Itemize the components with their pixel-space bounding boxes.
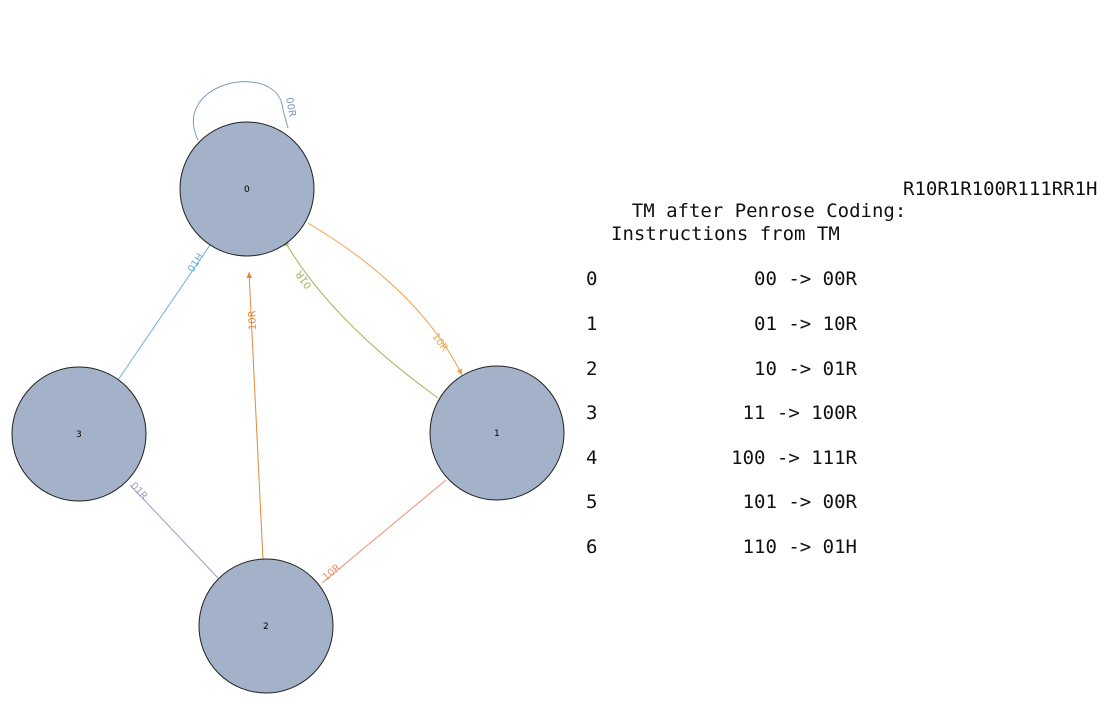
edge-0-1	[307, 222, 463, 376]
node-label-1: 1	[494, 429, 500, 439]
edge-label-1-0: 01R	[294, 268, 314, 290]
node-3[interactable]: 3	[11, 366, 147, 502]
instruction-rule: 00 -> 00R	[754, 268, 857, 290]
instruction-index: 5	[586, 491, 598, 513]
edge-3-0	[117, 244, 211, 381]
instruction-rule: 11 -> 100R	[742, 402, 857, 424]
penrose-coding-value: R10R1R100R111RR1H	[903, 178, 1098, 200]
node-1[interactable]: 1	[429, 365, 565, 501]
node-0[interactable]: 0	[179, 121, 315, 257]
penrose-coding-label: TM after Penrose Coding:	[631, 200, 907, 222]
instruction-row: 5 101 -> 00R	[586, 491, 886, 515]
instruction-index: 4	[586, 447, 598, 469]
state-graph: 00R 10R 01R 10R 10R 01R 01H 0 1 2 3	[11, 81, 565, 694]
instruction-row: 0 00 -> 00R	[586, 268, 886, 292]
edge-label-2-0: 10R	[247, 310, 259, 330]
node-2[interactable]: 2	[198, 558, 334, 694]
instruction-index: 0	[586, 268, 598, 290]
instruction-rule: 100 -> 111R	[731, 447, 857, 469]
node-label-3: 3	[76, 430, 82, 440]
instruction-rule: 101 -> 00R	[742, 491, 857, 513]
instruction-row: 4 100 -> 111R	[586, 447, 886, 471]
edge-2-0	[246, 271, 264, 561]
instruction-rule: 110 -> 01H	[742, 536, 857, 558]
edge-2-3	[129, 484, 219, 579]
edge-label-0-0: 00R	[283, 97, 297, 118]
instruction-row: 2 10 -> 01R	[586, 358, 886, 382]
instruction-rule: 01 -> 10R	[754, 313, 857, 335]
penrose-coding-line: TM after Penrose Coding: R10R1R100R111RR…	[586, 178, 1098, 266]
edge-label-2-3: 01R	[128, 481, 149, 503]
instruction-index: 1	[586, 313, 598, 335]
instruction-row: 3 11 -> 100R	[586, 402, 886, 426]
instructions-title: Instructions from TM	[611, 223, 840, 245]
instruction-row: 6 110 -> 01H	[586, 536, 886, 560]
node-label-0: 0	[244, 185, 250, 195]
edge-label-0-1: 10R	[430, 331, 450, 353]
instruction-index: 2	[586, 358, 598, 380]
instruction-row: 1 01 -> 10R	[586, 313, 886, 337]
edge-0-0	[192, 81, 289, 141]
edge-1-0	[283, 239, 439, 399]
edge-1-2	[321, 479, 447, 584]
instruction-rule: 10 -> 01R	[754, 358, 857, 380]
edge-label-1-2: 10R	[321, 562, 343, 583]
node-label-2: 2	[263, 622, 269, 632]
instruction-index: 6	[586, 536, 598, 558]
instruction-index: 3	[586, 402, 598, 424]
